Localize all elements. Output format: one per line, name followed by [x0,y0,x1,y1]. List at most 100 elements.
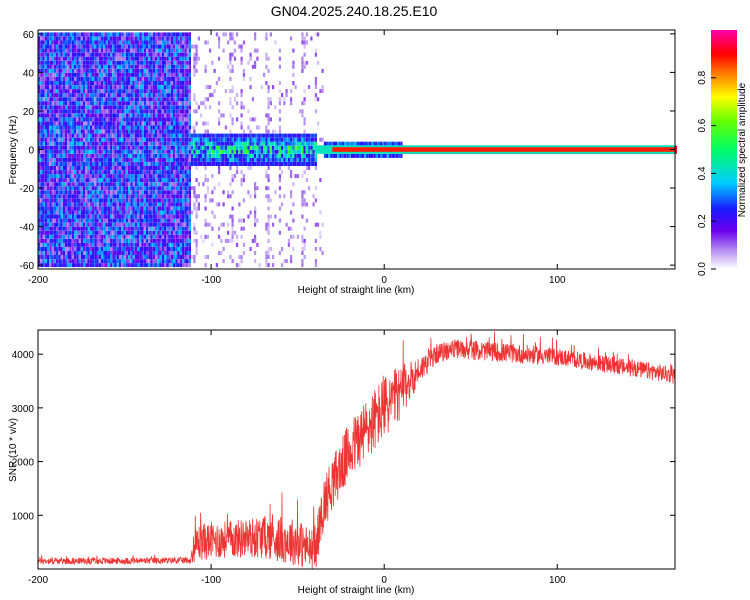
spectrogram-cell [98,157,101,162]
spectrogram-cell [173,222,176,227]
spectrogram-cell [303,36,306,41]
spectrogram-cell [150,210,153,215]
spectrogram-cell [146,182,149,187]
spectrogram-cell [195,121,198,126]
spectrogram-cell [65,141,68,146]
spectrogram-cell [130,56,133,61]
spectrogram-cell [177,81,180,85]
spectrogram-cell [83,77,86,81]
spectrogram-cell [173,72,176,77]
spectrogram-cell [182,198,185,203]
spectrogram-cell [254,145,257,150]
spectrogram-cell [85,44,88,49]
spectrogram-cell [161,174,164,179]
spectrogram-cell [132,170,135,175]
spectrogram-cell [40,242,43,247]
spectrogram-cell [42,157,45,162]
spectrogram-cell [265,153,268,158]
spectrogram-cell [150,218,153,223]
spectrogram-cell [177,85,180,90]
spectrogram-cell [98,117,101,122]
spectrogram-cell [132,85,135,90]
spectrogram-cell [87,117,90,122]
spectrogram-cell [60,166,63,170]
spectrogram-cell [348,153,351,158]
spectrogram-cell [245,162,248,166]
spectrogram-cell [130,121,133,126]
spectrogram-cell [175,81,178,85]
spectrogram-cell [60,153,63,158]
spectrogram-cell [67,153,70,158]
spectrogram-cell [114,129,117,134]
spectrogram-cell [179,247,182,251]
spectrogram-cell [182,259,185,264]
spectrogram-cell [265,259,268,264]
spectrogram-cell [125,48,128,53]
spectrogram-cell [47,48,50,53]
spectrogram-cell [96,190,99,195]
spectrogram-cell [89,214,92,219]
spectrogram-cell [60,174,63,179]
spectrogram-cell [242,105,245,110]
spectrogram-cell [132,97,135,102]
spectrogram-cell [71,85,74,90]
spectrogram-cell [112,52,115,57]
spectrogram-cell [110,162,113,166]
spectrogram-cell [141,222,144,227]
spectrogram-cell [80,52,83,57]
spectrogram-cell [164,56,167,61]
spectrogram-cell [112,85,115,90]
spectrogram-cell [137,206,140,211]
spectrogram-cell [123,230,126,235]
spectrogram-cell [173,133,176,138]
spectrogram-cell [137,149,140,154]
spectrogram-cell [49,44,52,49]
spectrogram-cell [69,238,72,243]
spectrogram-cell [294,153,297,158]
spectrogram-cell [40,202,43,207]
spectrogram-cell [119,113,122,118]
spectrogram-cell [134,56,137,61]
spectrogram-cell [107,36,110,41]
spectrogram-cell [94,174,97,179]
spectrogram-cell [294,145,297,150]
spectrogram-cell [125,178,128,183]
spectrogram-cell [85,149,88,154]
spectrogram-cell [148,113,151,118]
spectrogram-cell [92,198,95,203]
spectrogram-cell [231,214,234,219]
spectrogram-cell [159,121,162,126]
spectrogram-cell [94,218,97,223]
spectrogram-cell [177,68,180,73]
spectrogram-cell [130,141,133,146]
spectrogram-cell [123,162,126,166]
spectrogram-cell [175,48,178,53]
spectrogram-cell [53,48,56,53]
spectrogram-cell [137,251,140,255]
spectrogram-cell [116,178,119,183]
spectrogram-cell [119,255,122,259]
spectrogram-cell [67,40,70,45]
spectrogram-cell [128,145,131,150]
spectrogram-cell [101,93,104,98]
spectrogram-cell [150,226,153,231]
spectrogram-cell [224,157,227,162]
spectrogram-cell [49,121,52,126]
spectrogram-cell [44,101,47,106]
spectrogram-cell [173,141,176,146]
spectrogram-cell [191,162,194,166]
spectrogram-cell [62,226,65,231]
spectrogram-cell [103,32,106,37]
spectrogram-cell [132,214,135,219]
spectrogram-cell [319,230,322,235]
spectrogram-cell [98,210,101,215]
spectrogram-cell [186,218,189,223]
spectrogram-cell [227,40,230,45]
spectrogram-cell [195,178,198,183]
spectrogram-cell [116,48,119,53]
spectrogram-cell [78,89,81,94]
spectrogram-cell [188,129,191,134]
spectrogram-cell [71,141,74,146]
spectrogram-cell [184,190,187,195]
spectrogram-cell [314,85,317,90]
